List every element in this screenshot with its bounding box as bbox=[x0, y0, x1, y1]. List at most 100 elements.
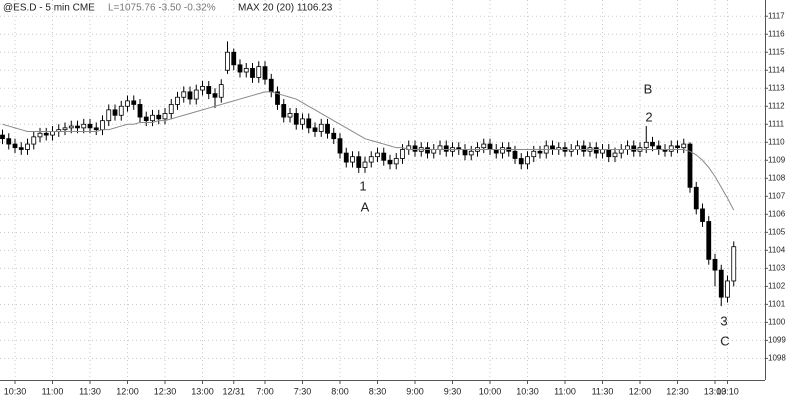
y-tick-label: 1109 bbox=[768, 155, 786, 164]
candle-body bbox=[462, 149, 468, 156]
candle-body bbox=[725, 280, 730, 298]
candle-body bbox=[425, 147, 430, 154]
candle-body bbox=[487, 143, 493, 150]
annotation: 1 bbox=[359, 178, 366, 193]
candle-body bbox=[68, 125, 74, 129]
candle-body bbox=[537, 150, 543, 154]
y-tick-label: 1104 bbox=[768, 245, 786, 254]
candle-body bbox=[175, 96, 180, 105]
candle-body bbox=[350, 156, 355, 163]
candle-body bbox=[393, 158, 399, 165]
candle-body bbox=[200, 86, 205, 91]
candle-body bbox=[243, 68, 249, 73]
candle-body bbox=[531, 150, 537, 158]
moving-average-line bbox=[2, 91, 735, 211]
candle-body bbox=[262, 66, 268, 80]
y-tick-label: 1103 bbox=[768, 263, 786, 272]
x-tick-label: 8:30 bbox=[369, 386, 387, 396]
y-tick-label: 1114 bbox=[768, 65, 785, 74]
candle-body bbox=[650, 141, 655, 147]
x-tick-label: 11:00 bbox=[554, 386, 576, 396]
candle-body bbox=[168, 104, 174, 114]
candle-body bbox=[293, 113, 299, 125]
candle-body bbox=[306, 118, 312, 129]
candle-body bbox=[131, 100, 137, 105]
annotation: 2 bbox=[645, 109, 652, 124]
candle-body bbox=[156, 114, 162, 120]
x-tick-label: 11:30 bbox=[79, 386, 101, 396]
candle-body bbox=[150, 114, 155, 122]
candle-body bbox=[0, 134, 5, 140]
candle-body bbox=[437, 145, 443, 150]
y-tick-label: 1112 bbox=[768, 101, 785, 110]
candle-body bbox=[6, 138, 12, 145]
candle-body bbox=[187, 91, 193, 100]
candle-body bbox=[75, 125, 80, 129]
x-tick-label: 12:00 bbox=[116, 386, 139, 396]
y-tick-label: 1105 bbox=[768, 227, 786, 236]
candle-body bbox=[675, 145, 680, 149]
candle-body bbox=[525, 156, 530, 165]
candle-body bbox=[400, 149, 405, 159]
candle-body bbox=[212, 93, 218, 98]
candle-body bbox=[731, 246, 737, 282]
candle-body bbox=[312, 127, 318, 132]
x-tick-label: 9:00 bbox=[406, 386, 424, 396]
candle-body bbox=[693, 186, 699, 210]
y-tick-label: 1101 bbox=[768, 299, 786, 308]
candle-body bbox=[268, 78, 274, 93]
candle-body bbox=[18, 147, 24, 150]
marks bbox=[0, 41, 737, 307]
x-tick-label: 12/31 bbox=[222, 386, 245, 396]
candle-body bbox=[162, 113, 168, 120]
candle-body bbox=[231, 51, 237, 66]
candle-body bbox=[25, 143, 30, 150]
candle-body bbox=[668, 145, 674, 152]
candle-body bbox=[643, 141, 649, 149]
x-tick-label: 10:30 bbox=[4, 386, 27, 396]
candle-body bbox=[137, 104, 143, 118]
candle-body bbox=[106, 109, 112, 122]
x-tick-label: 12:00 bbox=[629, 386, 652, 396]
candle-body bbox=[681, 143, 687, 149]
chart-title: @ES.D - 5 min CME bbox=[3, 3, 95, 14]
x-tick-label: 9:30 bbox=[444, 386, 462, 396]
candle-body bbox=[337, 138, 343, 154]
candle-body bbox=[118, 105, 124, 116]
candle-body bbox=[612, 152, 618, 158]
x-tick-label: 13:00 bbox=[191, 386, 214, 396]
last-quote: L=1075.76 -3.50 -0.32% bbox=[108, 3, 216, 14]
indicator-label: MAX 20 (20) 1106.23 bbox=[238, 3, 333, 14]
candle-body bbox=[237, 64, 243, 73]
y-tick-label: 1117 bbox=[768, 11, 785, 20]
candle-body bbox=[600, 149, 605, 154]
candle-body bbox=[593, 147, 599, 154]
candle-body bbox=[387, 159, 393, 165]
candle-body bbox=[87, 123, 93, 129]
candle-body bbox=[712, 258, 718, 271]
annotation: C bbox=[720, 333, 729, 348]
candle-body bbox=[581, 145, 587, 152]
candle-body bbox=[375, 152, 380, 158]
annotation: 3 bbox=[720, 313, 727, 328]
y-tick-label: 1098 bbox=[768, 353, 786, 362]
y-tick-label: 1110 bbox=[768, 137, 785, 146]
candle-body bbox=[181, 91, 187, 98]
x-tick-label: 11:30 bbox=[592, 386, 614, 396]
x-tick-label: 7:00 bbox=[256, 386, 274, 396]
candle-body bbox=[250, 68, 255, 78]
candle-body bbox=[112, 109, 118, 116]
x-tick-label: 13:00 bbox=[704, 386, 727, 396]
candle-body bbox=[287, 113, 293, 118]
candle-body bbox=[325, 123, 330, 134]
candle-body bbox=[225, 51, 230, 71]
y-tick-label: 1099 bbox=[768, 335, 786, 344]
candle-body bbox=[256, 66, 262, 78]
candle-body bbox=[512, 150, 518, 159]
candle-body bbox=[193, 89, 199, 100]
candle-body bbox=[31, 136, 37, 145]
candle-body bbox=[481, 143, 487, 149]
candle-body bbox=[81, 123, 87, 129]
